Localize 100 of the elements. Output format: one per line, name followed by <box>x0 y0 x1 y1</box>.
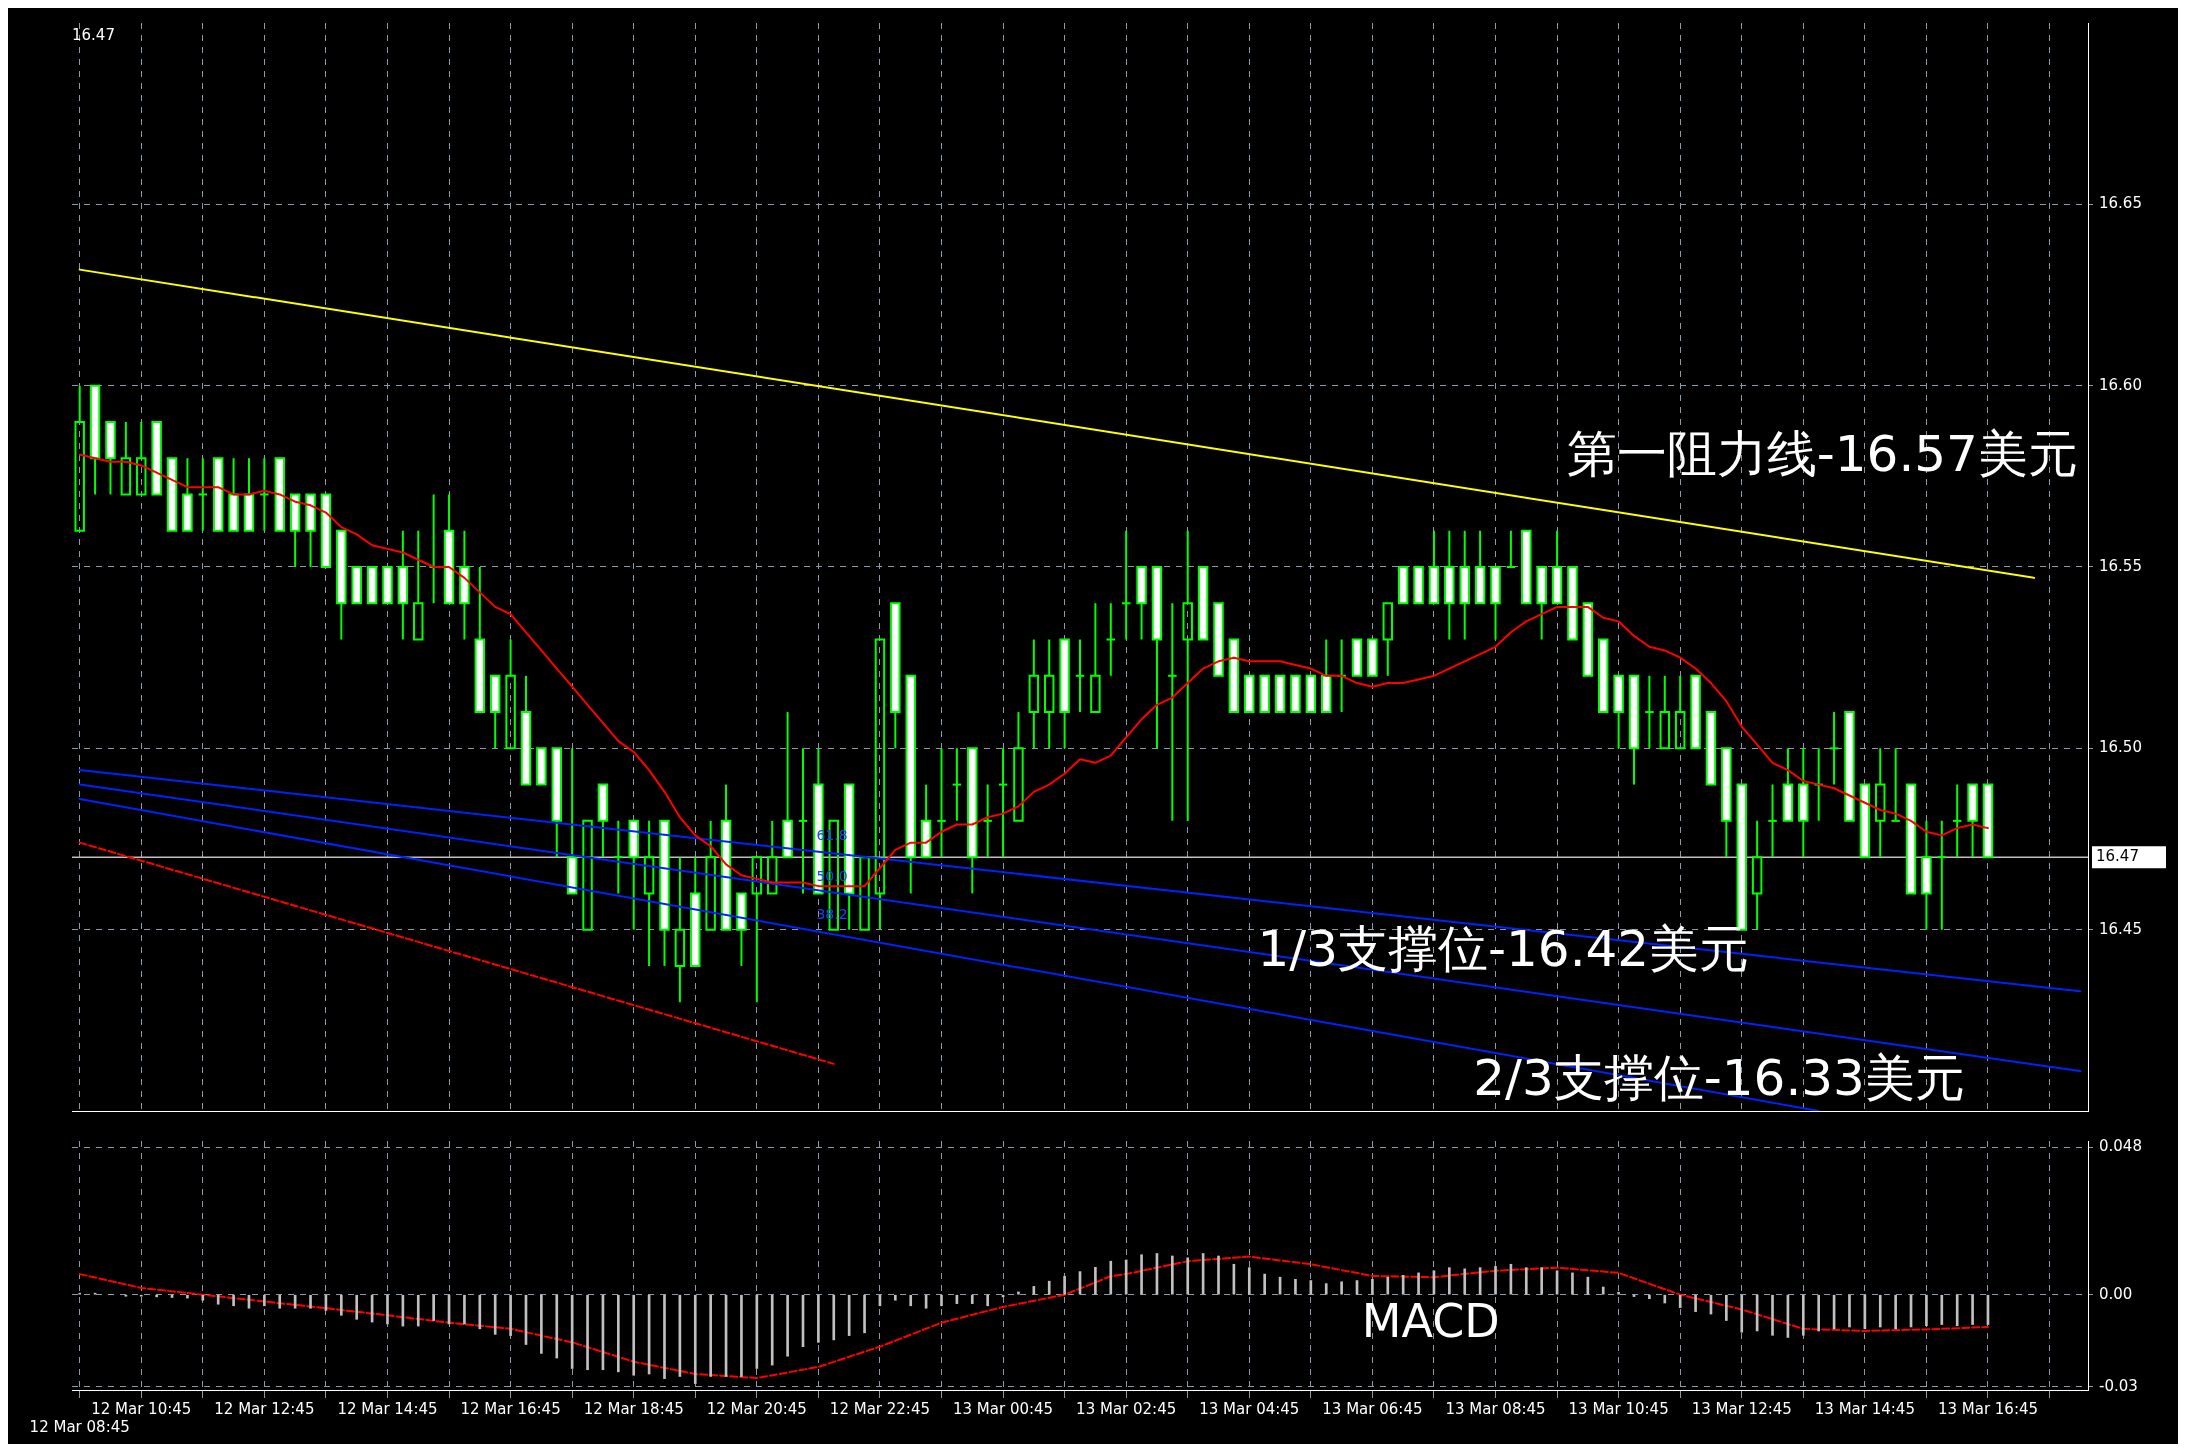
bar <box>940 1294 943 1307</box>
candlestick <box>413 529 424 641</box>
bar <box>1017 1291 1020 1295</box>
candlestick <box>751 856 763 1004</box>
bar <box>1617 1291 1620 1295</box>
candlestick <box>136 420 147 496</box>
x-tick-label: 12 Mar 10:45 <box>91 1399 192 1418</box>
candlestick <box>1043 638 1055 750</box>
candlestick <box>936 747 947 859</box>
candlestick <box>1936 819 1948 931</box>
bar <box>1878 1294 1882 1328</box>
bar <box>309 1294 312 1309</box>
y-tick-label: 0.00 <box>2099 1284 2133 1303</box>
bar <box>1247 1267 1251 1295</box>
bar <box>1540 1267 1544 1295</box>
bar <box>1694 1294 1697 1312</box>
bar <box>1925 1294 1928 1327</box>
bar <box>1801 1294 1805 1336</box>
candlestick <box>1951 783 1963 859</box>
x-tick-label: 12 Mar 08:45 <box>29 1417 130 1436</box>
candlestick <box>1028 638 1040 750</box>
ref-line-label: 16.47 <box>2096 847 2139 866</box>
bar <box>970 1294 974 1304</box>
candlestick <box>120 420 132 496</box>
bar <box>216 1294 220 1305</box>
candlestick <box>797 747 809 895</box>
bar <box>786 1294 789 1357</box>
candlestick <box>197 457 209 532</box>
bar <box>1140 1254 1143 1295</box>
annotation: MACD <box>1361 1294 1500 1349</box>
bar <box>416 1294 420 1327</box>
x-tick-label: 12 Mar 14:45 <box>337 1399 438 1418</box>
bar <box>616 1294 620 1373</box>
bar <box>1571 1272 1574 1295</box>
bar <box>1324 1283 1328 1295</box>
bar <box>586 1294 589 1371</box>
bar <box>894 1294 897 1301</box>
candlestick <box>643 819 655 967</box>
bar <box>386 1294 389 1325</box>
x-tick-label: 12 Mar 22:45 <box>829 1399 931 1418</box>
x-tick-label: 13 Mar 16:45 <box>1937 1399 2039 1418</box>
bar <box>832 1294 836 1341</box>
bar <box>1601 1286 1605 1295</box>
x-tick-label: 12 Mar 16:45 <box>460 1399 561 1418</box>
candlestick <box>1090 602 1101 714</box>
bar <box>540 1294 543 1354</box>
bar <box>1725 1294 1728 1321</box>
x-tick-label: 13 Mar 00:45 <box>952 1399 1054 1418</box>
candlestick <box>1382 602 1394 677</box>
bar <box>709 1294 712 1377</box>
x-tick-label: 13 Mar 10:45 <box>1568 1399 1669 1418</box>
candlestick <box>259 457 270 532</box>
candlestick <box>874 638 886 931</box>
bar <box>493 1294 497 1335</box>
x-tick-label: 12 Mar 20:45 <box>706 1399 807 1418</box>
candlestick <box>1890 747 1901 822</box>
bar <box>1648 1294 1651 1300</box>
candlestick <box>1182 529 1193 822</box>
bar <box>1386 1276 1390 1295</box>
bar <box>770 1294 774 1366</box>
bar <box>1094 1267 1097 1295</box>
candlestick <box>705 819 716 931</box>
bar <box>478 1294 482 1330</box>
candlestick <box>1644 674 1655 750</box>
bar <box>155 1294 158 1298</box>
bar <box>1109 1260 1113 1295</box>
y-tick-label: 0.048 <box>2099 1137 2142 1156</box>
bar <box>1524 1267 1528 1295</box>
bar <box>632 1294 636 1376</box>
bar <box>755 1294 759 1369</box>
x-tick-label: 13 Mar 04:45 <box>1199 1399 1300 1418</box>
x-tick-label: 12 Mar 12:45 <box>214 1399 315 1418</box>
bar <box>1417 1272 1420 1295</box>
candlestick <box>674 856 686 1004</box>
bar <box>1217 1255 1220 1295</box>
bar <box>1817 1294 1821 1332</box>
bar <box>201 1294 205 1301</box>
bar <box>1494 1266 1497 1295</box>
candlestick <box>997 747 1009 859</box>
bar <box>1448 1267 1451 1295</box>
x-tick-label: 13 Mar 02:45 <box>1076 1399 1177 1418</box>
candlestick <box>1013 711 1024 822</box>
x-tick-label: 12 Mar 18:45 <box>583 1399 684 1418</box>
bar <box>1740 1294 1744 1333</box>
bar <box>663 1294 666 1379</box>
x-tick-label: 13 Mar 06:45 <box>1322 1399 1423 1418</box>
candlestick <box>982 783 993 859</box>
x-tick-label: 13 Mar 12:45 <box>1691 1399 1792 1418</box>
bar <box>232 1294 235 1307</box>
bar <box>263 1294 266 1307</box>
candlestick <box>1074 638 1086 714</box>
candlestick <box>766 819 778 895</box>
candlestick <box>1767 783 1778 859</box>
candlestick <box>1659 674 1671 750</box>
candlestick <box>1505 529 1517 568</box>
y-tick-label: 16.65 <box>2099 194 2142 213</box>
bar <box>1371 1279 1374 1295</box>
bar <box>1663 1294 1667 1304</box>
annotation: 第一阻力线-16.57美元 <box>1566 425 2078 484</box>
candlestick <box>1105 602 1117 677</box>
